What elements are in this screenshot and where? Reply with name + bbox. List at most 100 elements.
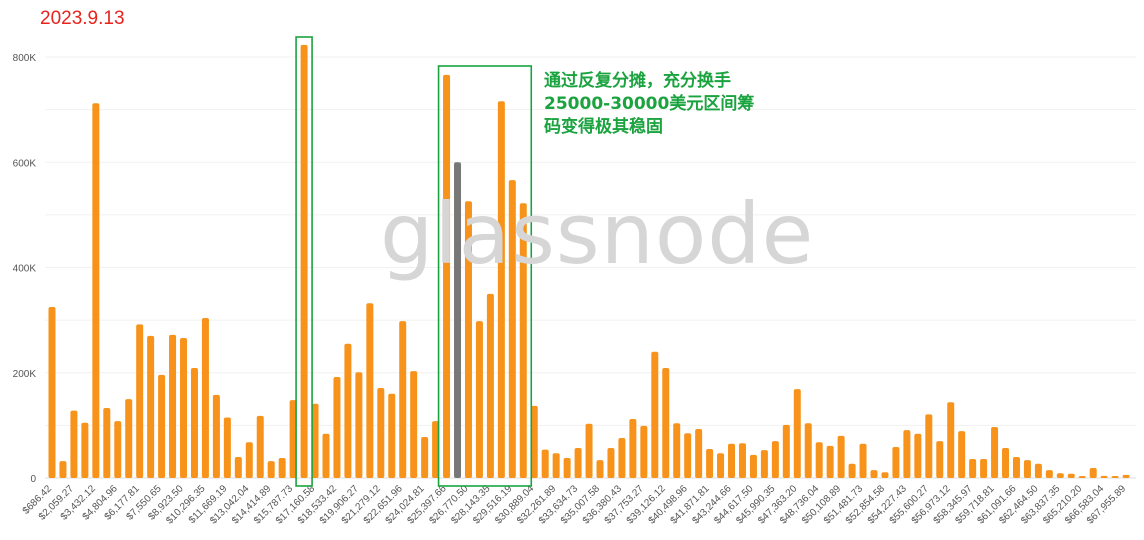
bar	[497, 101, 505, 478]
bar	[1045, 470, 1053, 478]
bar	[355, 372, 363, 478]
bar	[300, 44, 308, 479]
bar	[958, 431, 966, 478]
bar	[563, 458, 571, 478]
bar	[815, 442, 823, 478]
bar	[738, 443, 746, 478]
bar	[969, 459, 977, 478]
y-tick-label: 800K	[13, 53, 37, 64]
annotation-note-line: 通过反复分摊，充分换手	[544, 71, 731, 91]
bar	[475, 321, 483, 478]
bar	[651, 351, 659, 478]
highlight-boxes	[295, 36, 533, 487]
bar	[640, 425, 648, 478]
bar	[333, 376, 341, 478]
bar	[1067, 473, 1075, 478]
bar	[1034, 463, 1042, 478]
bar	[684, 433, 692, 478]
bar	[837, 435, 845, 478]
bar	[1078, 476, 1086, 478]
bar	[662, 368, 670, 478]
bar	[585, 423, 593, 478]
bar	[81, 422, 89, 478]
bar	[114, 421, 122, 478]
bar	[421, 436, 429, 478]
annotation-date: 2023.9.13	[40, 8, 125, 29]
bar	[410, 371, 418, 478]
bar	[344, 343, 352, 478]
bar	[607, 448, 615, 478]
bar	[980, 459, 988, 478]
bar	[212, 394, 220, 478]
bar	[190, 368, 198, 478]
bar	[1002, 448, 1010, 478]
bar	[1023, 460, 1031, 478]
bar	[760, 450, 768, 478]
bar	[223, 417, 231, 478]
bar	[454, 162, 462, 478]
bar	[1111, 476, 1119, 478]
bar	[936, 441, 944, 478]
bar	[848, 463, 856, 478]
annotation-note-line: 码变得极其稳固	[544, 117, 663, 137]
bar	[256, 415, 264, 478]
bar	[289, 400, 297, 478]
bar	[1100, 475, 1108, 478]
bar	[859, 443, 867, 478]
y-axis: 0 200K 400K 600K 800K	[13, 53, 37, 485]
bars	[48, 44, 1130, 479]
bar	[180, 338, 188, 478]
bar	[947, 402, 955, 478]
bar	[629, 419, 637, 478]
bar	[717, 453, 725, 478]
bar	[201, 318, 209, 478]
bar	[574, 448, 582, 478]
bar	[749, 454, 757, 478]
bar	[399, 321, 407, 478]
bar	[728, 443, 736, 478]
bar	[388, 393, 396, 478]
bar	[892, 446, 900, 478]
bar	[695, 429, 703, 478]
bar	[903, 430, 911, 478]
bar	[234, 456, 242, 478]
annotation-note: 通过反复分摊，充分换手 25000-30000美元区间筹 码变得极其稳固	[544, 70, 754, 139]
bar	[464, 201, 472, 478]
y-tick-label: 400K	[13, 264, 37, 275]
bar	[245, 442, 253, 478]
highlight-box	[295, 36, 313, 487]
bar	[706, 449, 714, 478]
watermark-logo: glassnode	[380, 185, 815, 283]
bar	[103, 408, 111, 478]
bar	[596, 460, 604, 478]
bar	[881, 472, 889, 478]
bar	[136, 324, 144, 478]
bar	[508, 180, 516, 478]
y-tick-label: 600K	[13, 158, 37, 169]
bar	[432, 421, 440, 478]
bar	[267, 461, 275, 478]
y-tick-label: 0	[30, 474, 36, 485]
bar	[443, 74, 451, 478]
bar	[169, 334, 177, 478]
bar	[782, 424, 790, 478]
x-axis: $686.42$2,059.27$3,432.12$4,804.96$6,177…	[21, 483, 1129, 526]
bar	[486, 293, 494, 478]
bar	[925, 414, 933, 478]
bar	[48, 306, 56, 478]
bar	[366, 303, 374, 478]
bar	[793, 389, 801, 478]
bar	[377, 388, 385, 478]
bar	[771, 441, 779, 478]
bar	[125, 399, 133, 478]
bar	[530, 405, 538, 478]
bar	[552, 453, 560, 478]
bar	[278, 458, 286, 478]
bar	[59, 461, 67, 478]
bar	[1122, 474, 1130, 478]
bar	[322, 433, 330, 478]
bar	[70, 410, 78, 478]
bar	[826, 445, 834, 478]
bar	[870, 470, 878, 478]
